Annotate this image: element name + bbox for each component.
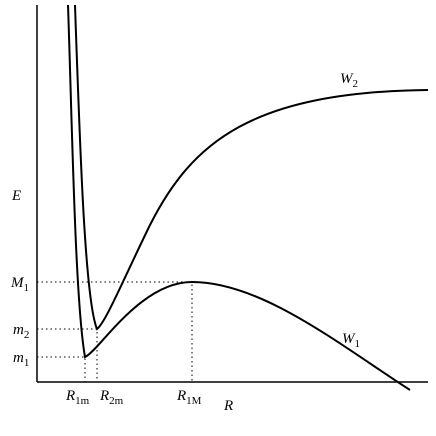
position-label: R2m (99, 388, 124, 407)
label-sub: 1m (75, 395, 90, 407)
axis-label: R (223, 398, 233, 414)
guide-lines (37, 281, 193, 382)
label-sub: 1M (186, 395, 202, 407)
label-base: W (340, 71, 354, 87)
label-base: R (65, 388, 75, 404)
guide-line (37, 281, 193, 382)
curve-label: W2 (340, 71, 358, 90)
upper-curve (74, 4, 429, 331)
guide-line (37, 356, 86, 382)
label-sub: 1 (24, 282, 30, 294)
label-base: W (342, 331, 356, 347)
level-label: m1 (13, 350, 29, 369)
label-base: m (13, 350, 24, 366)
guide-line (37, 328, 98, 382)
position-label: R1M (176, 388, 202, 407)
level-label: m2 (13, 322, 29, 341)
label-sub: 2m (109, 395, 124, 407)
label-sub: 1 (24, 357, 30, 369)
label-base: m (13, 322, 24, 338)
level-label: M1 (10, 275, 29, 294)
label-sub: 2 (353, 78, 359, 90)
label-base: R (176, 388, 186, 404)
position-label: R1m (65, 388, 90, 407)
label-base: R (99, 388, 109, 404)
label-sub: 1 (355, 338, 361, 350)
axis-label: E (11, 188, 21, 204)
curve-label: W1 (342, 331, 360, 350)
label-base: M (10, 275, 25, 291)
lower-curve (67, 4, 411, 391)
label-sub: 2 (24, 329, 30, 341)
